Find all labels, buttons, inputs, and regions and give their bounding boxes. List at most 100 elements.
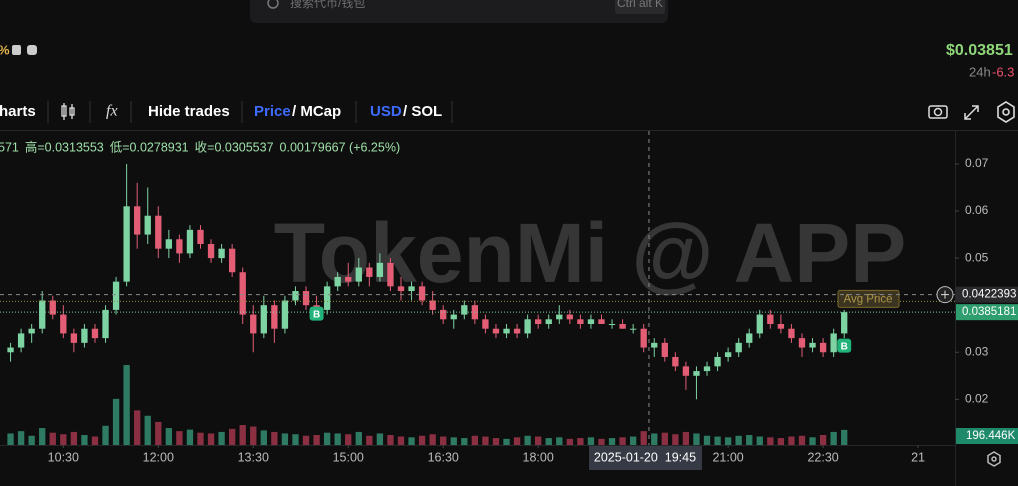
candle-body: [640, 328, 647, 348]
x-tick-label: 10:30: [48, 450, 79, 464]
volume-bar: [788, 436, 795, 445]
candle-body: [693, 371, 700, 376]
volume-bar: [629, 436, 637, 445]
x-tick-label: 15:00: [333, 450, 364, 464]
icon-flag: [12, 45, 21, 55]
candle-body: [49, 300, 56, 315]
candle-body: [577, 319, 584, 325]
camera-icon[interactable]: [928, 105, 948, 119]
volume-bar: [524, 435, 531, 445]
volume-bar: [228, 428, 236, 445]
volume-bar: [577, 438, 584, 445]
axis-settings-icon[interactable]: [987, 451, 1001, 467]
candle-body: [91, 328, 99, 339]
candle-body: [81, 328, 88, 343]
x-tick-label: 16:30: [428, 450, 459, 464]
x-tick-label: 13:30: [238, 450, 269, 464]
volume-bar: [366, 435, 373, 445]
candle-body: [767, 314, 774, 325]
volume-bar: [70, 431, 78, 445]
candle-body: [39, 300, 46, 329]
mcap-toggle[interactable]: / MCap: [292, 103, 341, 120]
x-tick-label: 22:30: [807, 450, 838, 464]
volume-bar: [112, 398, 120, 445]
candle-body: [756, 314, 763, 334]
candle-body: [186, 229, 194, 254]
candle-body: [651, 342, 658, 348]
candle-body: [155, 215, 162, 249]
candle-body: [323, 286, 331, 310]
candle-body: [408, 286, 415, 292]
y-tick-label: 0.05: [965, 250, 989, 264]
ohlc-legend: 571 高=0.0313553 低=0.0278931 收=0.0305537 0.00…: [0, 139, 400, 154]
crosshair-x-label: 2025-01-20 19:45: [594, 450, 696, 464]
volume-bar: [408, 437, 415, 445]
volume-bar: [703, 435, 711, 445]
candle-body: [830, 333, 837, 353]
candle-body: [429, 300, 436, 310]
candle-body: [292, 291, 299, 301]
volume-bar: [387, 435, 394, 445]
ohlc-item: 收=0.0305537: [195, 140, 274, 154]
volume-bar: [735, 435, 742, 445]
volume-bar: [60, 434, 67, 445]
volume-bar: [292, 434, 299, 445]
candle-body: [798, 338, 806, 348]
charts-button[interactable]: harts: [0, 103, 36, 120]
volume-bar: [682, 431, 690, 445]
ohlc-item: 0.00179667 (+6.25%): [280, 140, 401, 154]
volume-bar: [471, 435, 479, 445]
crosshair-y-box: [956, 286, 1018, 303]
indicator-icon[interactable]: fx: [106, 103, 118, 120]
candle-body: [608, 324, 616, 326]
volume-bar: [81, 435, 88, 445]
icon-share: [27, 45, 37, 55]
volume-bar: [819, 435, 827, 445]
candle-body: [724, 352, 732, 357]
volume-bar: [7, 433, 14, 445]
volume-bar: [345, 434, 352, 445]
candle-body: [788, 328, 795, 339]
icon-percent: %: [0, 42, 10, 57]
volume-bar: [461, 438, 468, 445]
candle-icon[interactable]: [61, 103, 75, 120]
price-toggle[interactable]: Price: [254, 103, 291, 120]
candle-body: [777, 324, 785, 329]
candle-body: [629, 328, 637, 330]
candle-body: [450, 314, 457, 320]
sol-toggle[interactable]: / SOL: [403, 103, 442, 120]
candle-body: [376, 262, 384, 277]
volume-bar: [841, 429, 848, 445]
search-placeholder: 搜索代币/钱包: [290, 0, 365, 10]
volume-bar: [260, 430, 267, 445]
volume-bar: [545, 438, 552, 445]
hide-trades[interactable]: Hide trades: [148, 103, 230, 120]
ohlc-item: 571: [0, 140, 19, 154]
fullscreen-icon[interactable]: [964, 105, 979, 120]
price-display: $0.03851: [946, 42, 1013, 59]
ohlc-item: 低=0.0278931: [110, 140, 189, 154]
volume-bar: [17, 431, 25, 445]
search-icon: [267, 0, 279, 9]
search-bar[interactable]: [250, 0, 668, 23]
candle-body: [218, 248, 225, 259]
usd-toggle[interactable]: USD: [370, 103, 402, 120]
volume-label: 196.446K: [966, 430, 1016, 442]
volume-bar: [397, 436, 405, 445]
candle-body: [619, 324, 626, 329]
trade-marker: [309, 306, 324, 321]
candle-body: [545, 319, 552, 325]
volume-bar: [640, 431, 647, 445]
settings-icon[interactable]: [997, 101, 1015, 123]
volume-bar: [197, 432, 204, 445]
candle-body: [260, 305, 267, 334]
candle-body: [102, 309, 109, 339]
volume-bar: [830, 431, 837, 445]
candle-body: [819, 342, 827, 353]
volume-bar: [250, 426, 257, 445]
candle-body: [387, 262, 394, 287]
volume-bar: [207, 433, 215, 445]
x-tick-label: 18:00: [523, 450, 554, 464]
y-tick-label: 0.07: [965, 156, 989, 170]
candle-body: [7, 347, 14, 353]
